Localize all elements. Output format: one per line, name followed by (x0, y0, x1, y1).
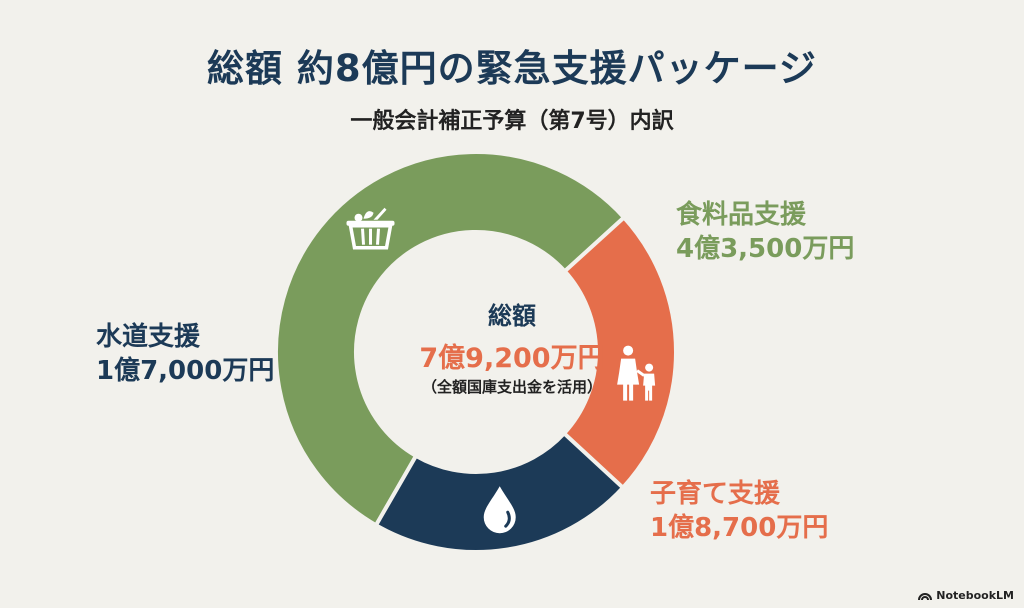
category-label-child: 子育て支援 1億8,700万円 (650, 477, 828, 546)
category-name-child: 子育て支援 (650, 479, 781, 509)
donut-segment-food (274, 150, 627, 528)
notebooklm-logo-icon (918, 592, 933, 600)
category-value-water: 1億7,000万円 (96, 356, 275, 387)
category-name-food: 食料品支援 (676, 200, 807, 230)
category-value-child: 1億8,700万円 (650, 513, 829, 544)
basket-icon (346, 207, 395, 250)
notebooklm-brand: NotebookLM (918, 589, 1014, 602)
total-value: 7億9,200万円 (419, 343, 605, 374)
donut-segment-child (561, 214, 678, 491)
category-value-food: 4億3,500万円 (676, 234, 855, 265)
category-label-water: 水道支援 1億7,000万円 (96, 320, 274, 389)
brand-text: NotebookLM (936, 589, 1014, 602)
total-note: （全額国庫支出金を活用） (421, 378, 602, 396)
parent-child-icon (617, 345, 656, 401)
category-name-water: 水道支援 (96, 322, 201, 352)
page-subtitle: 一般会計補正予算（第7号）内訳 (350, 109, 674, 134)
water-drop-icon (483, 486, 516, 534)
page-title: 総額 約8億円の緊急支援パッケージ (207, 47, 817, 90)
total-title: 総額 (488, 302, 536, 330)
category-label-food: 食料品支援 4億3,500万円 (676, 198, 854, 267)
